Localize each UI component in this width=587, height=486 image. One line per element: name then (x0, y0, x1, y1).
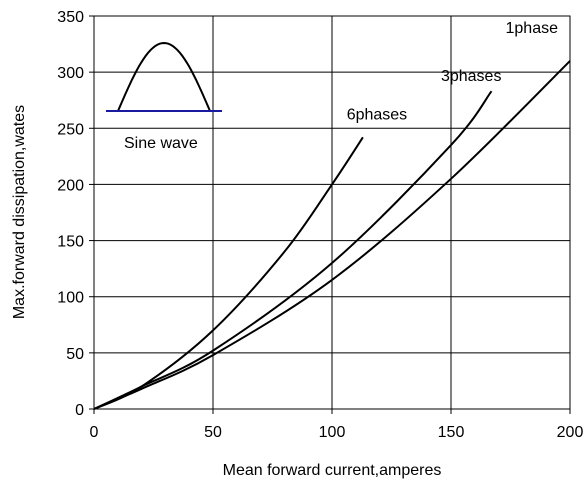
series-label-6phases: 6phases (347, 106, 408, 123)
y-axis-title: Max.forward dissipation,wates (11, 105, 28, 319)
y-tick-label: 200 (57, 177, 84, 194)
y-tick-label: 300 (57, 65, 84, 82)
x-tick-label: 50 (204, 424, 222, 441)
series-label-3phases: 3phases (441, 68, 502, 85)
x-tick-label: 0 (90, 424, 99, 441)
y-tick-label: 250 (57, 121, 84, 138)
series-layer (93, 60, 571, 410)
y-tick-label: 350 (57, 9, 84, 26)
series-label-1phase: 1phase (506, 20, 559, 37)
plot-frame (93, 15, 571, 410)
sine-wave-inset: Sine wave (106, 41, 222, 152)
x-tick-label: 200 (557, 424, 584, 441)
y-tick-label: 100 (57, 290, 84, 307)
x-tick-label: 100 (319, 424, 346, 441)
y-tick-label: 0 (75, 402, 84, 419)
grid-lines (89, 15, 571, 414)
inset-label: Sine wave (124, 135, 198, 152)
x-axis-title: Mean forward current,amperes (223, 462, 442, 479)
series-labels: 1phase 3phases 6phases (347, 20, 558, 123)
series-line-6phases (93, 136, 364, 410)
x-tick-label: 150 (438, 424, 465, 441)
sine-wave-icon (117, 41, 211, 112)
series-line-1phase (93, 60, 571, 410)
tick-labels: 0 50 100 150 200 250 300 350 0 50 100 150 200 (57, 9, 583, 441)
y-tick-label: 150 (57, 234, 84, 251)
y-tick-label: 50 (66, 346, 84, 363)
